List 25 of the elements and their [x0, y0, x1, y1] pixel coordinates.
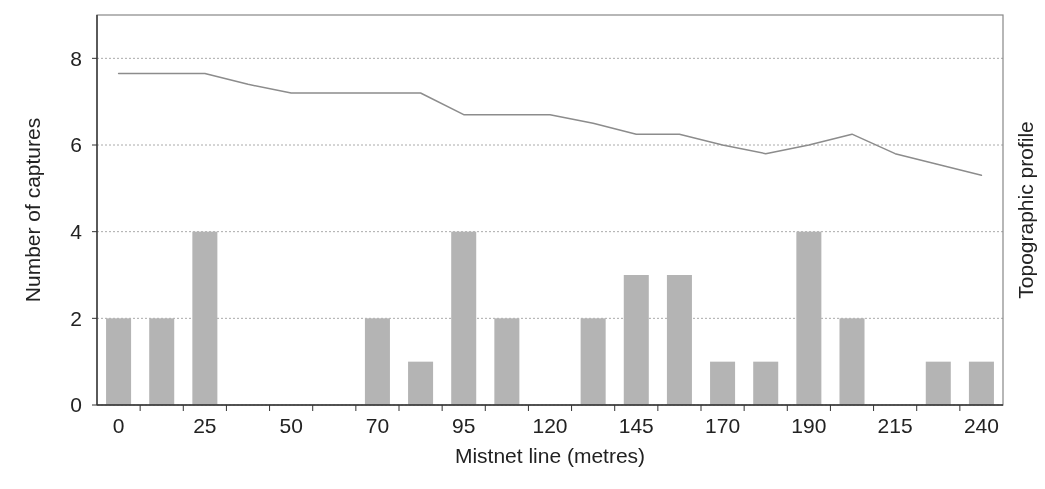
x-tick-label: 170 — [705, 414, 741, 437]
bar — [968, 361, 994, 405]
y-tick-label: 4 — [70, 220, 83, 244]
y-tick-label: 8 — [70, 46, 82, 70]
x-tick-label: 215 — [877, 414, 913, 437]
x-tick-label: 25 — [193, 414, 217, 437]
x-axis-title: Mistnet line (metres) — [454, 444, 646, 467]
x-tick-label: 145 — [618, 414, 654, 437]
bar — [753, 361, 779, 405]
x-tick-label: 120 — [532, 414, 568, 437]
y-tick-label: 0 — [70, 393, 82, 417]
bar — [925, 361, 951, 405]
x-tick-label: 50 — [279, 414, 303, 437]
line-series — [117, 72, 983, 177]
y-tick-label: 6 — [70, 133, 82, 157]
bar — [408, 361, 434, 405]
y-axis-title: Number of captures — [21, 117, 44, 303]
x-tick-label: 0 — [112, 414, 125, 437]
x-tick-label: 70 — [365, 414, 390, 437]
x-tick-label: 95 — [452, 414, 476, 437]
y-tick-label: 2 — [70, 306, 82, 330]
bar — [710, 361, 736, 405]
x-tick-label: 240 — [963, 414, 999, 437]
y2-axis-title: Topographic profile — [1014, 121, 1037, 299]
x-tick-label: 190 — [791, 414, 827, 437]
